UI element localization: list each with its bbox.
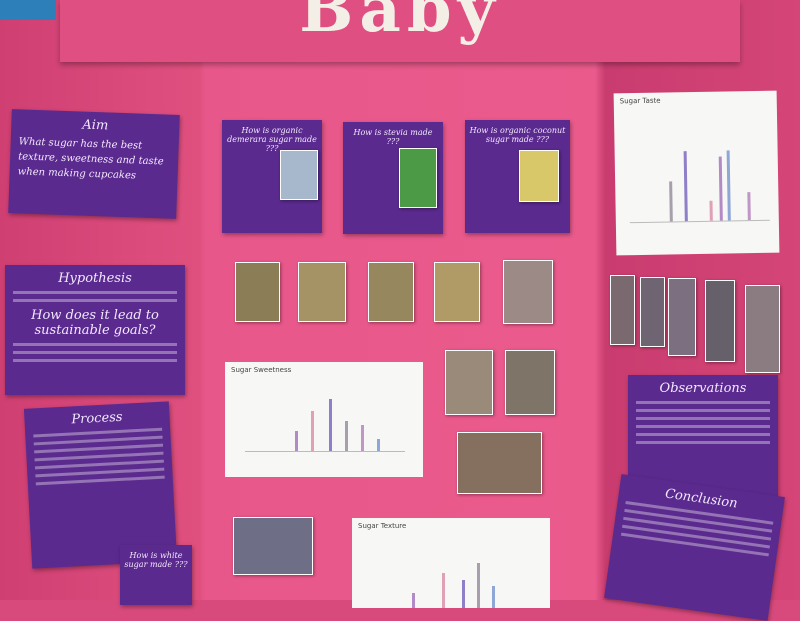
decoration	[636, 401, 770, 404]
card-title: Observations	[659, 381, 747, 396]
stevia-card: How is stevia made ???	[343, 122, 443, 234]
header-band	[60, 0, 740, 62]
card-text: What sugar has the best texture, sweetne…	[17, 136, 164, 182]
decoration	[669, 181, 673, 222]
decoration	[747, 192, 751, 221]
card-title: Hypothesis	[58, 271, 132, 286]
photo	[399, 148, 437, 208]
conclusion-card: Conclusion	[604, 474, 785, 621]
photo	[298, 262, 346, 322]
card-subtitle: How does it lead to sustainable goals?	[31, 308, 159, 338]
chart-title: Sugar Sweetness	[231, 366, 292, 374]
aim-card: Aim What sugar has the best texture, swe…	[8, 109, 180, 219]
photo	[434, 262, 480, 322]
decoration	[636, 433, 770, 436]
decoration	[345, 421, 348, 451]
photo	[705, 280, 735, 362]
photo	[457, 432, 542, 494]
decoration	[442, 573, 445, 608]
decoration	[462, 580, 465, 608]
photo	[445, 350, 493, 415]
chart-image: Sugar Sweetness	[225, 362, 423, 477]
decoration	[377, 439, 380, 451]
plot	[628, 140, 770, 224]
decoration	[412, 593, 415, 608]
decoration	[311, 411, 314, 451]
hypothesis-card: Hypothesis How does it lead to sustainab…	[5, 265, 185, 395]
decoration	[726, 150, 731, 221]
decoration	[636, 425, 770, 428]
photo	[235, 262, 280, 322]
card-title: How is organic coconut sugar made ???	[469, 126, 566, 144]
card-title: How is stevia made ???	[353, 128, 433, 146]
decoration	[683, 151, 688, 222]
card-title: Process	[71, 409, 123, 428]
decoration	[13, 291, 177, 294]
photo	[610, 275, 635, 345]
decoration	[718, 156, 723, 221]
card-title: How is organic demerara sugar made ???	[227, 126, 317, 153]
chart-image: Sugar Texture	[352, 518, 550, 608]
plot	[245, 392, 405, 452]
white-sugar-card: How is white sugar made ???	[120, 545, 192, 605]
decoration	[492, 586, 495, 608]
photo	[668, 278, 696, 356]
photo	[280, 150, 318, 200]
decoration	[636, 441, 770, 444]
process-card: Process	[23, 401, 178, 569]
card-title: How is white sugar made ???	[124, 551, 188, 569]
decoration	[361, 425, 364, 451]
decoration	[13, 359, 177, 362]
decoration	[13, 351, 177, 354]
photo	[745, 285, 780, 373]
decoration	[636, 409, 770, 412]
photo	[368, 262, 414, 322]
photo	[503, 260, 553, 324]
decoration	[13, 299, 177, 302]
decoration	[477, 563, 480, 608]
decoration	[329, 399, 332, 451]
coconut-card: How is organic coconut sugar made ???	[465, 120, 570, 233]
corner-image	[0, 0, 56, 20]
chart-title: Sugar Taste	[619, 96, 661, 106]
photo	[640, 277, 665, 347]
chart-title: Sugar Texture	[358, 522, 407, 530]
photo	[519, 150, 559, 202]
decoration	[35, 475, 165, 486]
photo	[233, 517, 313, 575]
photo	[505, 350, 555, 415]
decoration	[709, 200, 713, 221]
decoration	[636, 417, 770, 420]
demerara-card: How is organic demerara sugar made ???	[222, 120, 322, 233]
chart-image: Sugar Taste	[613, 90, 780, 256]
decoration	[13, 343, 177, 346]
plot	[372, 558, 532, 608]
header-title: Baby	[299, 0, 501, 47]
card-title: Aim	[82, 117, 109, 134]
decoration	[295, 431, 298, 451]
